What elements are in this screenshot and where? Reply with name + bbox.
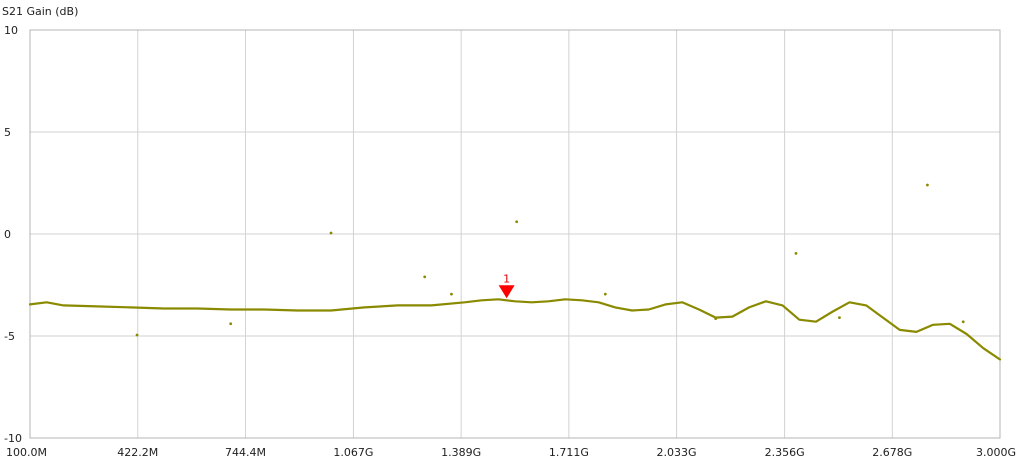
x-tick-label: 1.711G bbox=[549, 446, 589, 459]
series-layer bbox=[28, 298, 1002, 361]
x-tick-label: 2.678G bbox=[872, 446, 912, 459]
plot-border bbox=[29, 29, 1001, 439]
outlier-point bbox=[603, 292, 607, 296]
marker-label: 1 bbox=[503, 272, 510, 285]
outlier-points bbox=[135, 183, 965, 337]
y-tick-labels: 10 5 0 -5 -10 bbox=[4, 24, 22, 445]
outlier-point bbox=[135, 333, 139, 337]
x-tick-label: 3.000G bbox=[976, 446, 1016, 459]
outlier-point bbox=[926, 183, 929, 187]
y-tick-label: 5 bbox=[4, 126, 11, 139]
x-tick-label: 2.033G bbox=[657, 446, 697, 459]
outlier-point bbox=[515, 220, 519, 224]
outlier-point bbox=[838, 316, 841, 320]
outlier-point bbox=[794, 251, 798, 255]
y-tick-label: 0 bbox=[4, 228, 11, 241]
x-tick-labels: 100.0M 422.2M 744.4M 1.067G 1.389G 1.711G 2.03… bbox=[6, 446, 1016, 459]
outlier-point bbox=[329, 231, 333, 235]
outlier-point bbox=[450, 292, 453, 296]
outlier-point bbox=[714, 317, 718, 321]
y-tick-label: 10 bbox=[4, 24, 18, 37]
x-tick-label: 422.2M bbox=[117, 446, 158, 459]
y-axis-title: S21 Gain (dB) bbox=[2, 5, 78, 18]
x-tick-label: 744.4M bbox=[225, 446, 266, 459]
outlier-point bbox=[423, 275, 427, 279]
outlier-point bbox=[229, 322, 233, 326]
x-tick-label: 1.067G bbox=[333, 446, 373, 459]
series-line bbox=[28, 298, 1002, 361]
outlier-point bbox=[961, 320, 965, 324]
x-tick-label: 1.389G bbox=[441, 446, 481, 459]
y-tick-label: -10 bbox=[4, 432, 22, 445]
marker-1[interactable]: 1 bbox=[498, 272, 515, 299]
x-tick-label: 2.356G bbox=[765, 446, 805, 459]
y-tick-label: -5 bbox=[4, 330, 15, 343]
marker-triangle[interactable] bbox=[498, 285, 515, 299]
x-tick-label: 100.0M bbox=[6, 446, 47, 459]
